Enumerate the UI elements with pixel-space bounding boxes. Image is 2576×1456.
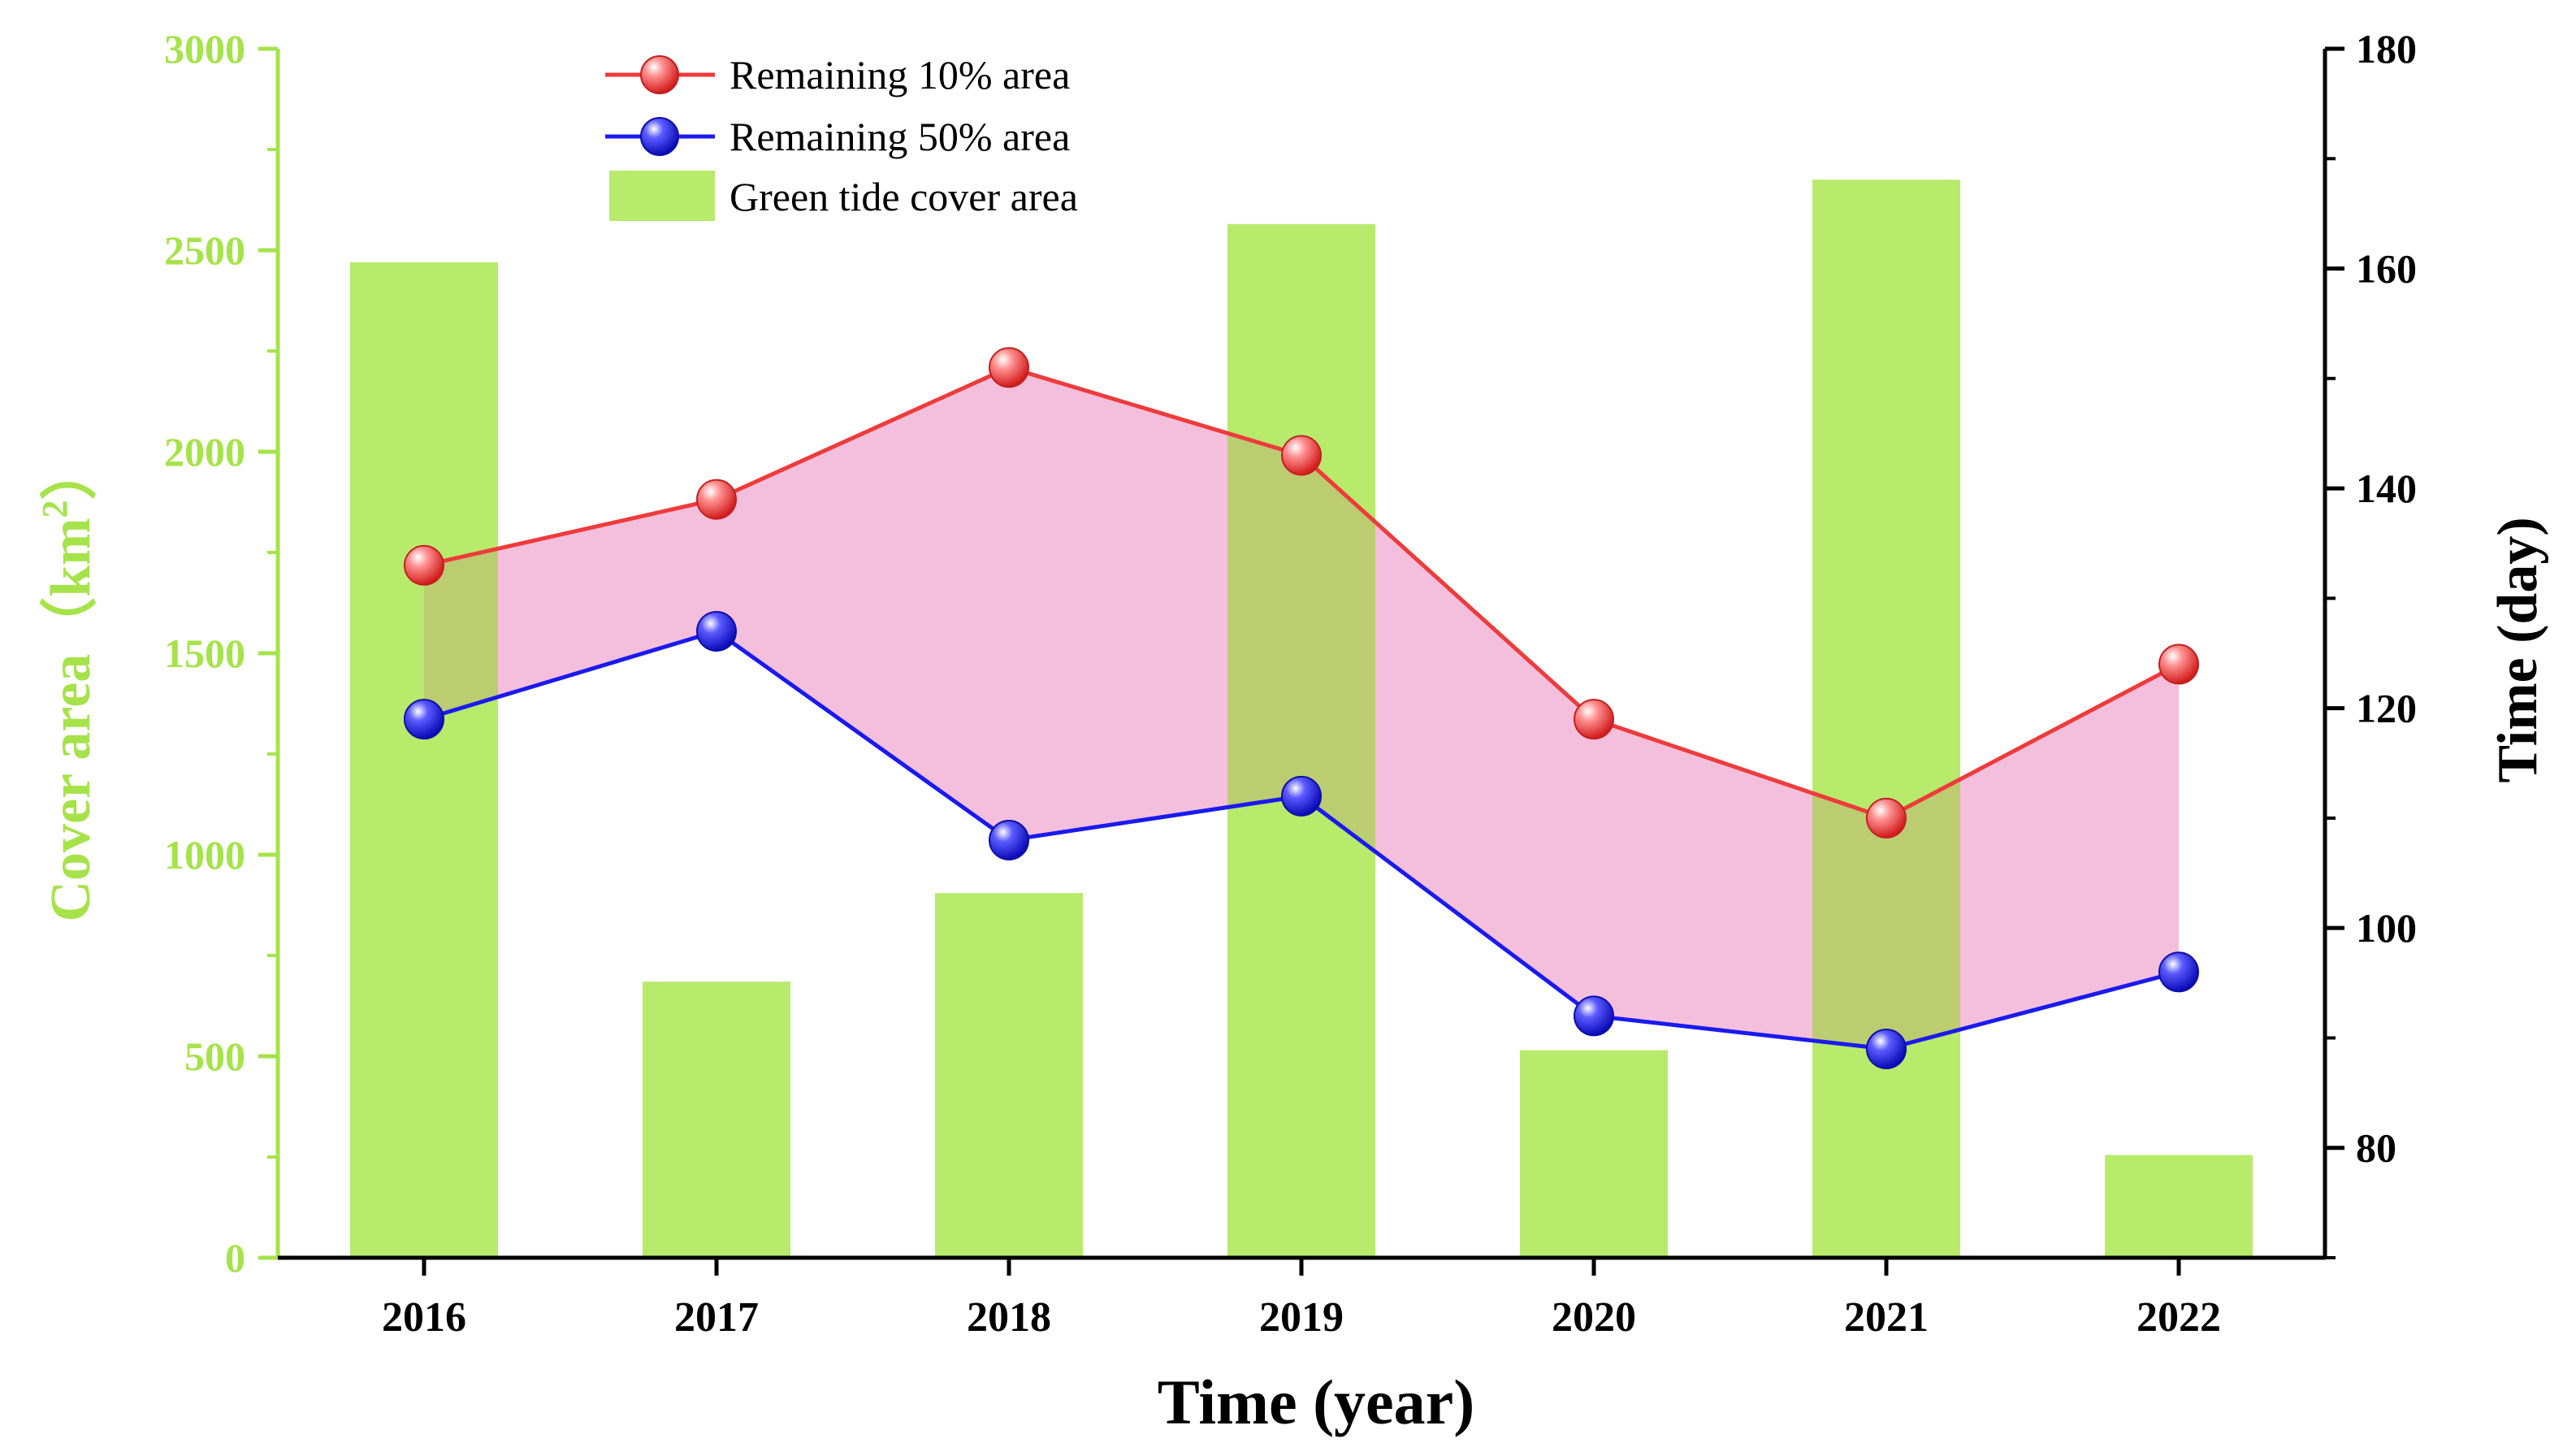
right-tick-label-180: 180: [2356, 26, 2417, 72]
legend-label-remaining-10: Remaining 10% area: [730, 52, 1070, 98]
legend-item-green-tide: Green tide cover area: [609, 171, 1078, 221]
right-axis-title: Time (day): [2487, 517, 2549, 782]
point-remaining-50-2019: [1281, 775, 1322, 817]
left-axis-title-sup: 2: [35, 500, 75, 518]
left-axis-title-main: Cover area（km: [39, 518, 102, 921]
point-remaining-10-2020: [1574, 699, 1614, 740]
fill-between-overlay-polygon: [424, 367, 2179, 1049]
right-tick-label-100: 100: [2356, 905, 2417, 951]
right-tick-label-140: 140: [2356, 466, 2417, 511]
bar-2016: [350, 262, 498, 1258]
point-remaining-50-2016: [404, 699, 444, 740]
x-tick-label-2022: 2022: [2137, 1294, 2221, 1341]
bar-2019: [1227, 223, 1375, 1258]
svg-text:Cover area（km2）: Cover area（km2）: [35, 443, 102, 921]
left-tick-label-1500: 1500: [164, 630, 245, 676]
x-tick-label-2021: 2021: [1844, 1294, 1929, 1341]
legend-label-green-tide: Green tide cover area: [730, 174, 1078, 219]
legend-item-remaining-10: Remaining 10% area: [605, 52, 1070, 98]
point-remaining-10-2022: [2158, 644, 2199, 685]
point-remaining-10-2017: [696, 479, 737, 520]
right-tick-label-160: 160: [2356, 246, 2417, 292]
bar-2021: [1812, 180, 1960, 1259]
fill-between-overlay: [424, 367, 2179, 1049]
point-remaining-10-2016: [404, 544, 444, 586]
left-tick-label-500: 500: [184, 1034, 245, 1079]
x-tick-label-2019: 2019: [1259, 1294, 1344, 1341]
x-tick-label-2020: 2020: [1552, 1294, 1636, 1341]
point-remaining-10-2021: [1866, 797, 1907, 838]
left-tick-label-0: 0: [225, 1235, 245, 1280]
axes-layer: 0 500 1000 1500 2000 2500 3000 80 100 120 140 160 18…: [164, 26, 2417, 1341]
x-tick-label-2016: 2016: [382, 1294, 466, 1341]
point-remaining-50-2020: [1574, 995, 1614, 1037]
right-tick-label-120: 120: [2356, 686, 2417, 731]
bars-layer: [350, 180, 2253, 1259]
right-tick-label-80: 80: [2356, 1125, 2396, 1171]
lines-layer: [404, 347, 2199, 1069]
bar-2018: [935, 893, 1083, 1258]
point-remaining-50-2017: [696, 610, 737, 652]
legend-label-remaining-50: Remaining 50% area: [730, 114, 1070, 159]
x-tick-label-2018: 2018: [967, 1294, 1051, 1341]
legend-item-remaining-50: Remaining 50% area: [605, 114, 1070, 159]
bar-2022: [2105, 1155, 2253, 1258]
left-axis-title-end: ）: [39, 443, 102, 500]
bar-2017: [643, 982, 790, 1258]
point-remaining-10-2018: [989, 347, 1029, 388]
left-axis-title: Cover area（km2）: [35, 443, 102, 921]
x-tick-label-2017: 2017: [674, 1294, 759, 1341]
left-tick-label-1000: 1000: [164, 832, 245, 878]
left-tick-label-2000: 2000: [164, 429, 245, 474]
x-axis-title: Time (year): [1158, 1367, 1475, 1437]
point-remaining-50-2018: [989, 819, 1029, 860]
bar-2020: [1520, 1050, 1668, 1258]
point-remaining-50-2022: [2158, 951, 2199, 993]
point-remaining-10-2019: [1281, 435, 1322, 476]
point-remaining-50-2021: [1866, 1028, 1907, 1069]
left-tick-label-2500: 2500: [164, 228, 245, 273]
left-tick-label-3000: 3000: [164, 26, 245, 72]
legend: Remaining 10% area Remaining 50% area Gr…: [605, 52, 1078, 221]
